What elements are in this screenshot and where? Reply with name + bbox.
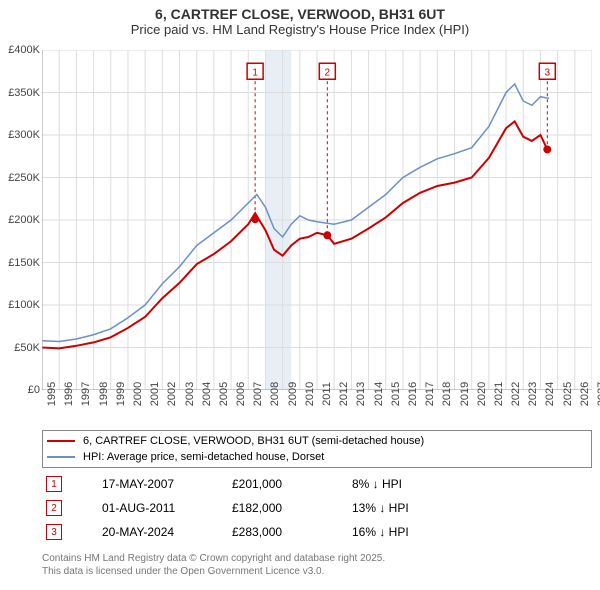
legend-row: 6, CARTREF CLOSE, VERWOOD, BH31 6UT (sem… <box>47 433 587 449</box>
ytick-label: £0 <box>28 384 40 396</box>
xtick-label: 2002 <box>166 382 178 406</box>
xtick-label: 1998 <box>98 382 110 406</box>
ytick-label: £350K <box>8 87 40 99</box>
marker-diff: 16% ↓ HPI <box>352 525 472 539</box>
xtick-label: 2021 <box>493 382 505 406</box>
title-block: 6, CARTREF CLOSE, VERWOOD, BH31 6UT Pric… <box>0 0 600 37</box>
ytick-label: £100K <box>8 299 40 311</box>
xtick-label: 1995 <box>46 382 58 406</box>
xtick-label: 2026 <box>579 382 591 406</box>
marker-badge: 3 <box>46 524 62 540</box>
footer-line2: This data is licensed under the Open Gov… <box>42 566 324 577</box>
xtick-label: 2019 <box>459 382 471 406</box>
xtick-label: 2000 <box>132 382 144 406</box>
marker-price: £182,000 <box>232 501 352 515</box>
marker-date: 17-MAY-2007 <box>102 477 232 491</box>
footer-text: Contains HM Land Registry data © Crown c… <box>42 552 592 578</box>
xtick-label: 2014 <box>373 382 385 406</box>
marker-price: £201,000 <box>232 477 352 491</box>
marker-table-row: 1 17-MAY-2007£201,0008% ↓ HPI <box>42 472 592 496</box>
xtick-label: 2017 <box>424 382 436 406</box>
legend-swatch <box>47 440 75 442</box>
xtick-label: 2011 <box>321 382 333 406</box>
xtick-label: 1999 <box>115 382 127 406</box>
legend-label: 6, CARTREF CLOSE, VERWOOD, BH31 6UT (sem… <box>83 435 424 447</box>
xtick-label: 2004 <box>201 382 213 406</box>
marker-dot <box>251 215 259 223</box>
legend-swatch <box>47 456 75 458</box>
xtick-label: 2025 <box>562 382 574 406</box>
xtick-label: 1996 <box>63 382 75 406</box>
xtick-label: 2003 <box>184 382 196 406</box>
xtick-label: 2018 <box>441 382 453 406</box>
ytick-label: £300K <box>8 129 40 141</box>
xtick-label: 2013 <box>355 382 367 406</box>
marker-badge-text: 3 <box>545 67 551 78</box>
marker-dot <box>323 231 331 239</box>
marker-table-row: 2 01-AUG-2011£182,00013% ↓ HPI <box>42 496 592 520</box>
marker-badge: 2 <box>46 500 62 516</box>
footer-line1: Contains HM Land Registry data © Crown c… <box>42 553 385 564</box>
xtick-label: 2007 <box>252 382 264 406</box>
xtick-label: 2012 <box>338 382 350 406</box>
xtick-label: 2024 <box>544 382 556 406</box>
xtick-label: 2023 <box>527 382 539 406</box>
series-line-hpi <box>42 84 549 342</box>
marker-badge-text: 2 <box>325 67 331 78</box>
marker-badge: 1 <box>46 476 62 492</box>
xtick-label: 2022 <box>510 382 522 406</box>
xtick-label: 2020 <box>476 382 488 406</box>
legend-label: HPI: Average price, semi-detached house,… <box>83 451 324 463</box>
xtick-label: 2015 <box>390 382 402 406</box>
xtick-label: 1997 <box>80 382 92 406</box>
title-line1: 6, CARTREF CLOSE, VERWOOD, BH31 6UT <box>0 6 600 22</box>
xtick-label: 2008 <box>269 382 281 406</box>
ytick-label: £250K <box>8 172 40 184</box>
chart-container: 6, CARTREF CLOSE, VERWOOD, BH31 6UT Pric… <box>0 0 600 590</box>
marker-table-row: 3 20-MAY-2024£283,00016% ↓ HPI <box>42 520 592 544</box>
title-line2: Price paid vs. HM Land Registry's House … <box>0 22 600 37</box>
xtick-label: 2001 <box>149 382 161 406</box>
markers-table: 1 17-MAY-2007£201,0008% ↓ HPI 2 01-AUG-2011… <box>42 472 592 544</box>
xtick-label: 2009 <box>287 382 299 406</box>
ytick-label: £150K <box>8 257 40 269</box>
marker-diff: 13% ↓ HPI <box>352 501 472 515</box>
xtick-label: 2027 <box>596 382 600 406</box>
marker-badge-text: 1 <box>252 67 258 78</box>
marker-diff: 8% ↓ HPI <box>352 477 472 491</box>
ytick-label: £50K <box>14 342 40 354</box>
legend-row: HPI: Average price, semi-detached house,… <box>47 449 587 465</box>
marker-price: £283,000 <box>232 525 352 539</box>
xtick-label: 2005 <box>218 382 230 406</box>
ytick-label: £200K <box>8 214 40 226</box>
marker-date: 01-AUG-2011 <box>102 501 232 515</box>
marker-dot <box>543 145 551 153</box>
xtick-label: 2006 <box>235 382 247 406</box>
legend-box: 6, CARTREF CLOSE, VERWOOD, BH31 6UT (sem… <box>42 430 592 468</box>
xtick-label: 2010 <box>304 382 316 406</box>
chart-svg: 1 2 3 <box>42 50 592 390</box>
ytick-label: £400K <box>8 44 40 56</box>
xtick-label: 2016 <box>407 382 419 406</box>
marker-date: 20-MAY-2024 <box>102 525 232 539</box>
